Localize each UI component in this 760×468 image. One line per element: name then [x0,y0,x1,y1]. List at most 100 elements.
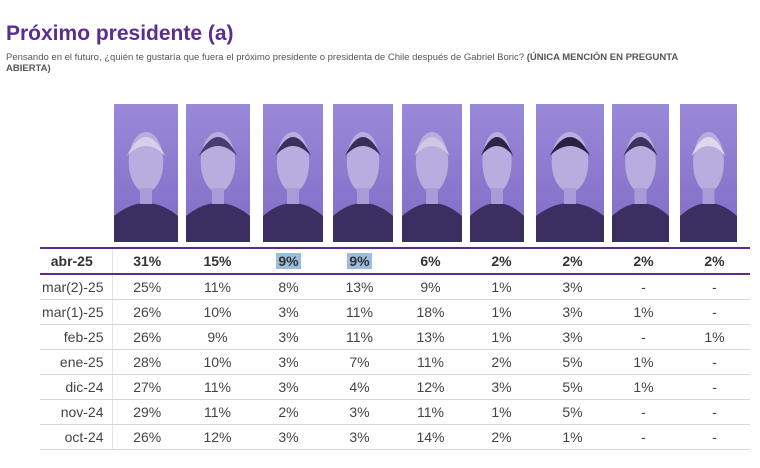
cell-value: 27% [133,379,162,395]
cell-value: 11% [346,329,373,345]
cell-value: - [641,279,646,295]
table-cell: 3% [253,424,324,450]
table-cell: 3% [466,374,537,400]
cell-value: 1% [562,429,583,445]
cell-value: 3% [562,304,583,320]
cell-value: - [712,404,717,420]
table-cell: 3% [537,324,608,350]
cell-value: 3% [278,379,299,395]
cell-value: 1% [633,379,654,395]
cell-value: 28% [133,354,162,370]
table-row: mar(2)-25 25% 11% 8% 13% 9% 1% 3% - - [40,274,750,300]
table-cell: 11% [182,399,253,425]
table-cell: 2% [253,399,324,425]
table-cell: 3% [537,274,608,300]
photo-candidate-6 [470,104,524,242]
cell-value: 2% [278,404,299,420]
row-label: abr-25 [40,247,112,275]
table-cell: 10% [182,299,253,325]
cell-value: 3% [278,329,299,345]
table-cell: 11% [182,374,253,400]
table-cell: 12% [395,374,466,400]
table-cell: 27% [111,374,182,400]
question-note: (ÚNICA MENCIÓN EN PREGUNTA ABIERTA) [6,52,678,74]
table-cell: - [679,374,750,400]
table-cell: 11% [324,299,395,325]
table-cell: 29% [111,399,182,425]
cell-value: 1% [491,304,512,320]
table-cell: 25% [111,274,182,300]
cell-value: 7% [349,354,370,370]
cell-value: 25% [133,279,162,295]
table-cell: 6% [395,247,466,275]
table-cell: 3% [537,299,608,325]
table-cell: 2% [679,247,750,275]
table-cell: 1% [466,399,537,425]
cell-value: 3% [349,404,370,420]
table-cell: 3% [253,299,324,325]
cell-value: 10% [203,354,232,370]
cell-value: 2% [633,253,654,269]
row-label: nov-24 [40,399,112,425]
table-cell: 26% [111,424,182,450]
table-cell: 11% [395,349,466,375]
cell-value: 3% [278,354,299,370]
page-title: Próximo presidente (a) [6,22,234,45]
table-cell: 2% [608,247,679,275]
photo-candidate-5 [402,104,462,242]
cell-value: 1% [704,329,725,345]
cell-value: 9% [276,253,301,269]
table-cell: 14% [395,424,466,450]
cell-value: 3% [278,304,299,320]
cell-value: - [641,329,646,345]
table-cell: 9% [395,274,466,300]
cell-value: 2% [491,253,512,269]
table-cell: 11% [324,324,395,350]
cell-value: 12% [203,429,232,445]
row-label: mar(1)-25 [40,299,112,325]
row-label: feb-25 [40,324,112,350]
cell-value: 9% [347,253,372,269]
table-cell: 1% [466,274,537,300]
row-label: dic-24 [40,374,112,400]
cell-value: 4% [349,379,370,395]
table-cell: 5% [537,399,608,425]
table-cell: 9% [253,247,324,275]
table-cell: 2% [466,349,537,375]
table-cell: 8% [253,274,324,300]
cell-value: 11% [346,304,373,320]
table-cell: 9% [182,324,253,350]
table-cell: 7% [324,349,395,375]
cell-value: 26% [133,429,162,445]
table-cell: 15% [182,247,253,275]
photo-candidate-2 [186,104,250,242]
question-subtitle: Pensando en el futuro, ¿quién te gustarí… [6,52,686,74]
table-cell: - [679,274,750,300]
table-row: abr-25 31% 15% 9% 9% 6% 2% 2% 2% 2% [40,247,750,275]
cell-value: 11% [417,404,444,420]
cell-value: 5% [562,379,583,395]
cell-value: 15% [203,253,232,269]
cell-value: 1% [491,404,512,420]
cell-value: 1% [633,354,654,370]
table-cell: - [679,349,750,375]
table-cell: 2% [466,247,537,275]
table-cell: - [608,274,679,300]
cell-value: 26% [133,329,162,345]
cell-value: - [712,354,717,370]
cell-value: 1% [633,304,654,320]
table-cell: 28% [111,349,182,375]
row-label: oct-24 [40,424,112,450]
table-cell: - [679,424,750,450]
table-cell: 1% [537,424,608,450]
cell-value: 12% [416,379,445,395]
table-cell: 11% [395,399,466,425]
photo-candidate-7 [536,104,604,242]
cell-value: 2% [562,253,583,269]
cell-value: 2% [491,429,512,445]
table-cell: 11% [182,274,253,300]
table-cell: 26% [111,324,182,350]
cell-value: 9% [207,329,228,345]
table-cell: 5% [537,374,608,400]
table-cell: 1% [466,299,537,325]
